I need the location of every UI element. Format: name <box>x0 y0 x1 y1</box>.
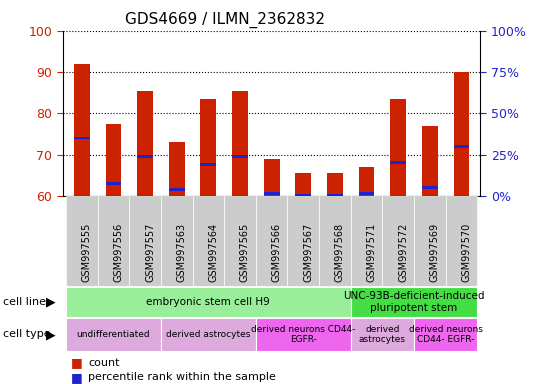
Text: GSM997571: GSM997571 <box>366 223 377 282</box>
Text: GSM997563: GSM997563 <box>177 223 187 282</box>
Bar <box>454 72 470 196</box>
Text: ■: ■ <box>71 371 83 384</box>
Text: GSM997570: GSM997570 <box>461 223 472 282</box>
Text: ■: ■ <box>71 356 83 369</box>
Text: GSM997556: GSM997556 <box>114 223 123 282</box>
Text: UNC-93B-deficient-induced
pluripotent stem: UNC-93B-deficient-induced pluripotent st… <box>343 291 485 313</box>
Bar <box>295 173 311 196</box>
Text: derived astrocytes: derived astrocytes <box>166 330 251 339</box>
Text: cell line: cell line <box>3 297 46 307</box>
Text: cell type: cell type <box>3 329 50 339</box>
Text: derived neurons
CD44- EGFR-: derived neurons CD44- EGFR- <box>409 325 483 344</box>
Bar <box>137 91 153 196</box>
Text: GSM997567: GSM997567 <box>303 223 313 282</box>
Bar <box>105 182 121 185</box>
Bar <box>327 173 343 196</box>
Text: count: count <box>88 358 120 368</box>
Text: ▶: ▶ <box>46 295 56 308</box>
Bar <box>169 142 185 196</box>
Text: GSM997568: GSM997568 <box>335 223 345 282</box>
Text: GDS4669 / ILMN_2362832: GDS4669 / ILMN_2362832 <box>126 12 325 28</box>
Text: derived neurons CD44-
EGFR-: derived neurons CD44- EGFR- <box>251 325 355 344</box>
Text: undifferentiated: undifferentiated <box>76 330 150 339</box>
Text: GSM997572: GSM997572 <box>398 223 408 282</box>
Bar <box>232 155 248 158</box>
Bar <box>422 186 438 189</box>
Text: GSM997557: GSM997557 <box>145 223 155 282</box>
Bar <box>359 192 375 195</box>
Text: GSM997566: GSM997566 <box>272 223 282 282</box>
Bar <box>422 126 438 196</box>
Bar <box>264 192 280 195</box>
Text: embryonic stem cell H9: embryonic stem cell H9 <box>146 297 270 307</box>
Bar <box>105 124 121 196</box>
Bar <box>327 194 343 197</box>
Bar <box>200 99 216 196</box>
Text: derived
astrocytes: derived astrocytes <box>359 325 406 344</box>
Text: GSM997555: GSM997555 <box>82 223 92 282</box>
Bar <box>232 91 248 196</box>
Text: GSM997565: GSM997565 <box>240 223 250 282</box>
Bar <box>169 188 185 191</box>
Text: GSM997569: GSM997569 <box>430 223 440 282</box>
Bar <box>74 137 90 139</box>
Bar <box>200 164 216 166</box>
Text: GSM997564: GSM997564 <box>209 223 218 282</box>
Bar <box>74 64 90 196</box>
Bar <box>390 161 406 164</box>
Bar <box>454 145 470 148</box>
Bar <box>264 159 280 196</box>
Bar <box>137 155 153 158</box>
Bar <box>295 194 311 197</box>
Bar <box>390 99 406 196</box>
Text: ▶: ▶ <box>46 328 56 341</box>
Bar <box>359 167 375 196</box>
Text: percentile rank within the sample: percentile rank within the sample <box>88 372 276 382</box>
